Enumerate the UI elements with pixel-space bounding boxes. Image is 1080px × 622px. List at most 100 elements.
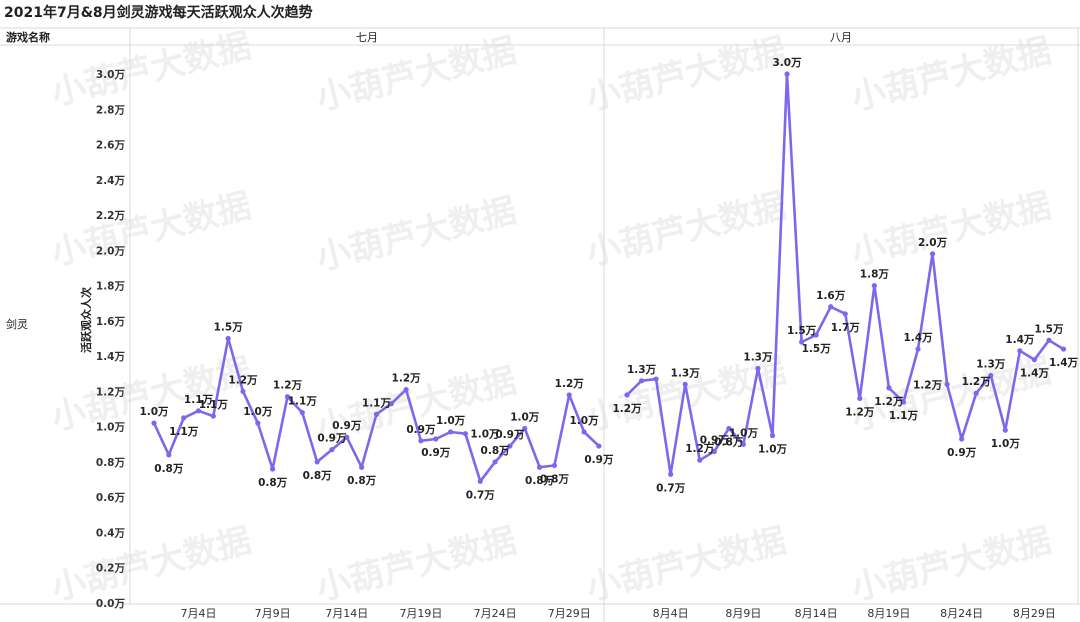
data-label: 1.2万 <box>685 443 715 455</box>
data-label: 1.2万 <box>913 379 943 391</box>
data-point <box>522 425 528 432</box>
data-label: 0.8万 <box>540 473 570 485</box>
data-point <box>726 425 732 432</box>
data-point <box>886 385 892 391</box>
data-label: 1.1万 <box>889 410 919 422</box>
data-label: 0.7万 <box>466 489 496 501</box>
data-label: 0.8万 <box>347 475 377 487</box>
data-label: 1.0万 <box>436 415 466 427</box>
x-tick-label: 8月9日 <box>725 607 761 620</box>
watermark-text: 小葫芦大数据 <box>848 351 1056 439</box>
watermark-text: 小葫芦大数据 <box>313 521 521 609</box>
data-label: 0.8万 <box>714 436 744 448</box>
x-tick-label: 8月4日 <box>653 607 689 620</box>
data-point <box>988 372 994 379</box>
data-point <box>151 420 157 426</box>
y-tick-label: 0.8万 <box>96 457 126 469</box>
data-point <box>900 399 907 405</box>
y-tick-label: 1.8万 <box>96 281 126 293</box>
data-point <box>944 381 950 387</box>
data-point <box>973 390 979 396</box>
data-label: 0.9万 <box>421 447 451 459</box>
data-point <box>1017 348 1023 354</box>
data-point <box>284 394 291 400</box>
data-point <box>682 381 688 387</box>
data-label: 0.9万 <box>584 454 614 466</box>
data-label: 1.5万 <box>214 322 244 334</box>
data-label: 0.9万 <box>947 447 977 459</box>
data-label: 1.0万 <box>570 415 600 427</box>
data-label: 1.4万 <box>903 332 933 344</box>
data-point <box>536 464 543 470</box>
data-point <box>566 392 572 398</box>
data-label: 1.0万 <box>470 429 500 441</box>
x-tick-label: 7月9日 <box>255 607 291 620</box>
data-label: 1.0万 <box>139 406 169 418</box>
x-tick-label: 7月4日 <box>180 607 216 620</box>
data-label: 1.2万 <box>228 374 258 386</box>
data-label: 1.4万 <box>1049 357 1079 369</box>
y-tick-label: 2.6万 <box>96 140 126 152</box>
watermark-text: 小葫芦大数据 <box>313 31 521 119</box>
data-label: 0.7万 <box>656 482 686 494</box>
data-label: 1.0万 <box>991 438 1021 450</box>
data-point <box>344 434 350 440</box>
data-point <box>388 401 394 407</box>
data-point <box>755 365 761 372</box>
data-label: 0.8万 <box>258 477 288 489</box>
y-tick-label: 3.0万 <box>96 69 126 81</box>
data-point <box>492 459 498 465</box>
data-label: 1.3万 <box>627 364 657 376</box>
data-label: 1.1万 <box>362 397 392 409</box>
data-label: 1.4万 <box>1020 368 1050 380</box>
data-label-layer: 1.0万0.8万1.1万1.1万1.1万1.5万1.2万1.0万0.8万1.2万… <box>139 57 1078 501</box>
data-point <box>638 378 645 384</box>
data-point <box>959 436 965 442</box>
data-label: 1.2万 <box>273 380 303 392</box>
data-point <box>210 413 216 419</box>
data-label: 1.3万 <box>976 359 1006 371</box>
row-header: 游戏名称 <box>6 30 50 44</box>
data-label: 1.2万 <box>555 378 585 390</box>
watermark-text: 小葫芦大数据 <box>848 521 1056 609</box>
watermark-text: 小葫芦大数据 <box>48 186 256 274</box>
data-point <box>915 346 921 352</box>
watermark-text: 小葫芦大数据 <box>583 521 791 609</box>
data-point <box>225 335 231 342</box>
data-label: 1.4万 <box>1005 334 1035 346</box>
x-tick-label: 8月19日 <box>867 607 910 620</box>
data-label: 1.2万 <box>962 376 992 388</box>
data-point <box>1060 346 1067 352</box>
data-point <box>828 304 834 310</box>
data-point <box>181 415 187 421</box>
y-tick-label: 1.0万 <box>96 422 126 434</box>
data-point <box>359 464 365 470</box>
data-point <box>769 432 776 439</box>
data-point <box>477 478 483 484</box>
data-label: 0.8万 <box>303 470 333 482</box>
data-label: 1.1万 <box>288 396 318 408</box>
y-tick-label: 1.6万 <box>96 316 126 328</box>
data-point <box>842 311 848 317</box>
watermark-text: 小葫芦大数据 <box>848 186 1056 274</box>
data-point <box>813 332 819 338</box>
x-tick-label: 7月29日 <box>548 607 591 620</box>
data-point <box>373 411 380 417</box>
data-label: 0.8万 <box>525 475 555 487</box>
data-point <box>433 436 439 442</box>
data-label: 3.0万 <box>772 57 802 69</box>
data-label: 1.5万 <box>1034 323 1064 335</box>
data-point <box>448 429 454 435</box>
data-label: 0.9万 <box>317 433 347 445</box>
chart-title: 2021年7月&8月剑灵游戏每天活跃观众人次趋势 <box>4 4 313 21</box>
data-point <box>255 420 261 426</box>
data-point <box>871 283 877 289</box>
data-label: 1.2万 <box>392 373 422 385</box>
data-point <box>929 251 936 257</box>
data-label: 1.7万 <box>831 322 861 334</box>
data-label: 0.9万 <box>332 420 362 432</box>
data-label: 0.8万 <box>481 445 511 457</box>
data-label: 1.2万 <box>612 403 642 415</box>
data-label: 1.1万 <box>184 394 214 406</box>
